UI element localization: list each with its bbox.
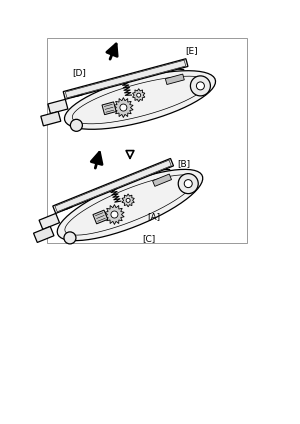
Polygon shape [122,194,134,207]
Circle shape [137,93,141,97]
Polygon shape [165,74,184,84]
Polygon shape [114,98,133,117]
Text: [D]: [D] [72,68,86,78]
Polygon shape [39,213,59,229]
Circle shape [184,180,192,188]
Text: [B]: [B] [177,159,190,168]
Bar [47,38,247,243]
Circle shape [111,211,118,218]
Circle shape [70,119,83,131]
Circle shape [120,104,127,111]
Circle shape [196,82,204,90]
Polygon shape [41,112,61,126]
Text: [C]: [C] [142,234,155,243]
Polygon shape [63,59,188,99]
Polygon shape [48,99,68,114]
Circle shape [190,76,210,96]
Polygon shape [105,204,124,225]
Polygon shape [34,226,54,243]
Circle shape [64,232,76,244]
Polygon shape [57,169,203,240]
Text: [A]: [A] [148,212,161,221]
Circle shape [126,198,130,202]
Polygon shape [93,210,108,224]
Polygon shape [153,174,172,186]
Text: [E]: [E] [185,47,197,56]
Circle shape [178,174,198,194]
Polygon shape [102,102,116,114]
Polygon shape [133,89,145,102]
Polygon shape [53,159,173,213]
Polygon shape [64,71,215,129]
